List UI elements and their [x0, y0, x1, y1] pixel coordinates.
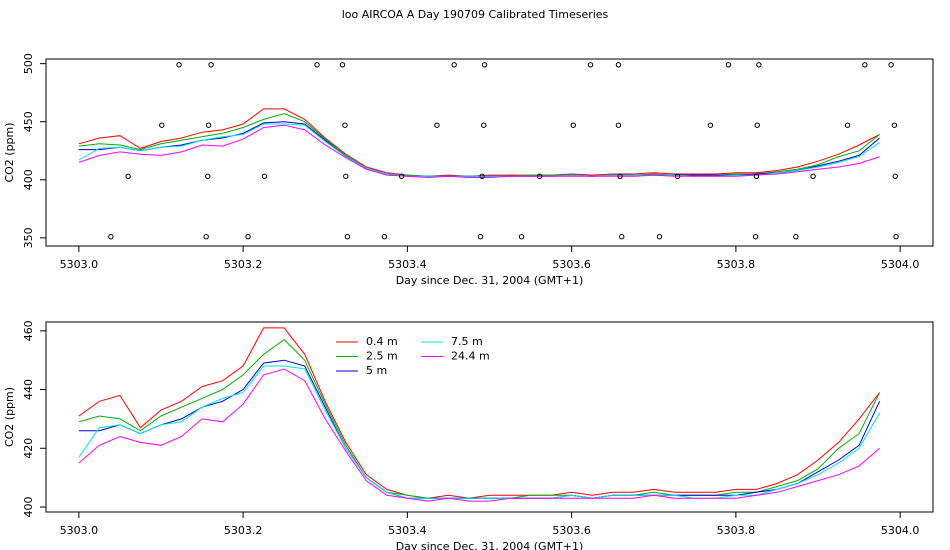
calibration-point — [756, 62, 762, 68]
calibration-point — [314, 62, 320, 68]
y-tick-label: 350 — [22, 227, 35, 248]
calibration-point — [674, 173, 681, 180]
calibration-point — [707, 122, 714, 128]
calibration-point — [208, 62, 214, 68]
calibration-point — [343, 173, 349, 180]
x-axis-label: Day since Dec. 31, 2004 (GMT+1) — [396, 274, 584, 287]
calibration-point — [656, 234, 663, 240]
calibration-point — [615, 62, 622, 68]
x-tick-label: 5303.8 — [717, 524, 756, 537]
calibration-point — [342, 122, 348, 128]
calibration-point — [888, 62, 894, 68]
y-axis-label: CO2 (ppm) — [3, 387, 16, 447]
chart-title: loo AIRCOA A Day 190709 Calibrated Times… — [342, 8, 609, 21]
calibration-point — [570, 122, 576, 128]
legend-label: 7.5 m — [451, 335, 483, 348]
series-line — [78, 124, 880, 179]
calibration-point — [176, 62, 182, 68]
calibration-point — [245, 234, 251, 240]
y-tick-label: 460 — [22, 320, 35, 341]
calibration-point — [477, 234, 484, 240]
calibration-point — [752, 234, 759, 240]
legend-label: 24.4 m — [451, 350, 490, 363]
series-line — [78, 121, 880, 177]
calibration-point — [203, 234, 209, 240]
calibration-point — [451, 62, 457, 68]
x-tick-label: 5303.8 — [717, 258, 756, 271]
calibration-point — [381, 234, 388, 240]
calibration-point — [344, 234, 351, 240]
calibration-point — [619, 234, 625, 240]
plot-frame — [45, 58, 934, 247]
calibration-point — [125, 173, 131, 180]
x-tick-label: 5304.0 — [881, 258, 920, 271]
calibration-point — [793, 234, 799, 240]
x-tick-label: 5303.2 — [224, 524, 263, 537]
x-tick-label: 5303.0 — [60, 258, 99, 271]
calibration-point — [891, 122, 898, 128]
x-tick-label: 5303.4 — [388, 524, 427, 537]
y-tick-label: 420 — [22, 438, 35, 459]
calibration-point — [434, 122, 440, 128]
calibration-point — [108, 234, 114, 240]
calibration-point — [862, 62, 868, 68]
calibration-point — [261, 173, 268, 180]
legend-label: 0.4 m — [366, 335, 398, 348]
calibration-point — [205, 173, 211, 180]
plot-frame — [45, 321, 934, 513]
x-tick-label: 5303.0 — [60, 524, 99, 537]
x-tick-label: 5303.6 — [552, 524, 591, 537]
y-tick-label: 450 — [22, 111, 35, 132]
calibration-point — [753, 173, 760, 180]
x-tick-label: 5303.4 — [388, 258, 427, 271]
x-tick-label: 5303.2 — [224, 258, 263, 271]
calibration-point — [536, 173, 543, 180]
calibration-point — [617, 173, 623, 180]
x-axis-label: Day since Dec. 31, 2004 (GMT+1) — [396, 540, 584, 550]
calibration-point — [339, 62, 346, 68]
calibration-point — [810, 173, 816, 180]
calibration-point — [615, 122, 622, 128]
calibration-point — [479, 173, 485, 180]
legend-label: 5 m — [366, 364, 387, 377]
calibration-point — [844, 122, 851, 128]
calibration-point — [892, 173, 898, 180]
y-tick-label: 440 — [22, 379, 35, 400]
series-line — [78, 327, 880, 499]
series-line — [78, 338, 881, 499]
calibration-point — [518, 234, 525, 240]
y-axis-label: CO2 (ppm) — [3, 122, 16, 182]
series-line — [78, 368, 880, 502]
series-line — [78, 359, 881, 499]
calibration-point — [725, 62, 732, 68]
y-tick-label: 400 — [22, 169, 35, 190]
calibration-point — [481, 62, 488, 68]
series-line — [78, 108, 880, 177]
y-tick-label: 400 — [22, 497, 35, 518]
x-tick-label: 5303.6 — [552, 258, 591, 271]
calibration-point — [893, 234, 899, 240]
x-tick-label: 5304.0 — [881, 524, 920, 537]
calibration-point — [481, 122, 487, 128]
series-line — [78, 365, 881, 499]
calibration-point — [587, 62, 594, 68]
calibration-point — [398, 173, 405, 180]
calibration-point — [159, 122, 165, 128]
legend-label: 2.5 m — [366, 350, 398, 363]
series-line — [78, 113, 880, 177]
y-tick-label: 500 — [22, 53, 35, 74]
calibration-point — [754, 122, 760, 128]
calibration-point — [205, 122, 212, 128]
series-line — [78, 123, 880, 177]
